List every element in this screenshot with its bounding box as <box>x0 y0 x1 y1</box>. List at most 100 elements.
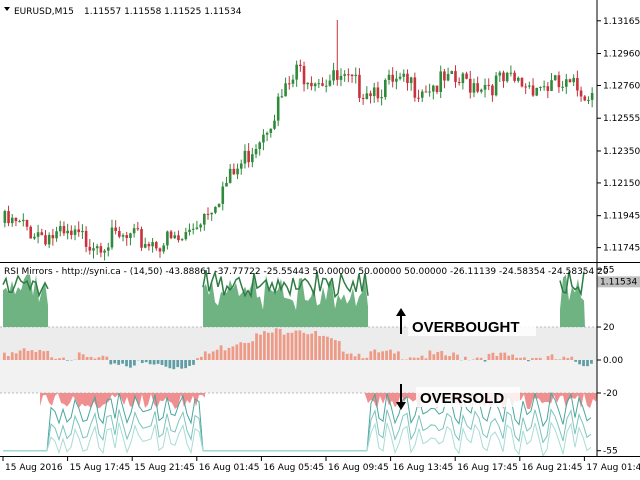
histogram-bar <box>117 360 121 365</box>
candle-body <box>254 149 258 155</box>
histogram-bar <box>270 332 274 360</box>
candle-body <box>424 91 428 93</box>
mirror-line <box>3 421 592 457</box>
price-tick-label: 1.11745 <box>603 244 640 254</box>
histogram-bar <box>54 358 57 360</box>
candle-body <box>225 182 228 187</box>
candle-body <box>77 229 81 233</box>
histogram-bar <box>286 332 290 360</box>
histogram-bar <box>444 355 448 360</box>
candle-body <box>590 93 594 100</box>
histogram-bar <box>266 332 270 360</box>
histogram-bar <box>255 333 258 360</box>
candle-body <box>206 213 210 215</box>
candle-body <box>561 86 564 88</box>
histogram-bar <box>192 360 195 365</box>
candle-body <box>62 226 66 234</box>
histogram-bar <box>471 359 475 360</box>
indicator-pane[interactable]: RSI Mirrors - http://syni.ca - (14,50) -… <box>0 263 609 457</box>
histogram-bar <box>247 342 251 360</box>
candle-body <box>154 242 158 249</box>
histogram-bar <box>22 348 26 360</box>
histogram-bar <box>200 356 203 360</box>
candle-body <box>572 77 575 83</box>
candle-body <box>457 81 461 84</box>
candle-body <box>132 228 136 234</box>
time-tick-label: 15 Aug 2016 <box>5 463 63 473</box>
histogram-bar <box>590 360 593 364</box>
candle-body <box>406 73 409 84</box>
histogram-bar <box>408 357 412 360</box>
histogram-bar <box>527 360 530 362</box>
histogram-bar <box>113 360 117 364</box>
candle-body <box>332 70 335 81</box>
chart-menu-icon[interactable] <box>4 7 10 11</box>
histogram-bar <box>203 351 207 360</box>
candle-body <box>265 132 269 135</box>
candle-body <box>461 73 465 84</box>
candle-body <box>44 235 47 245</box>
candle-body <box>276 96 280 121</box>
histogram-bar <box>475 357 479 360</box>
histogram-bar <box>101 355 105 360</box>
candle-body <box>36 232 40 237</box>
histogram-bar <box>109 360 113 365</box>
histogram-bar <box>416 357 420 360</box>
candle-body <box>195 227 199 229</box>
histogram-bar <box>125 360 128 367</box>
time-tick-label: 16 Aug 01:45 <box>199 463 260 473</box>
indicator-tick-label: 20 <box>603 323 615 333</box>
histogram-bar <box>235 344 239 360</box>
histogram-bar <box>530 358 534 360</box>
histogram-bar <box>14 353 18 360</box>
candle-body <box>140 229 143 248</box>
candle-body <box>158 248 162 252</box>
histogram-bar <box>546 356 550 360</box>
candle-body <box>55 231 58 239</box>
candle-body <box>151 242 154 247</box>
histogram-bar <box>578 360 581 365</box>
candle-body <box>166 231 169 246</box>
candle-body <box>550 80 553 91</box>
candle-body <box>343 74 346 76</box>
histogram-bar <box>389 349 392 360</box>
candle-body <box>210 212 213 215</box>
candle-body <box>106 247 110 251</box>
histogram-bar <box>211 351 215 360</box>
histogram-bar <box>34 351 38 360</box>
candle-body <box>398 76 402 79</box>
candle-body <box>3 211 7 223</box>
histogram-bar <box>550 354 554 360</box>
candle-body <box>262 134 265 143</box>
histogram-bar <box>420 355 424 360</box>
histogram-bar <box>164 360 168 367</box>
candle-body <box>376 87 380 99</box>
histogram-bar <box>282 334 286 360</box>
candle-body <box>188 229 191 233</box>
candle-body <box>531 85 535 96</box>
histogram-bar <box>50 357 54 360</box>
candle-body <box>384 79 387 98</box>
candle-body <box>369 93 372 97</box>
histogram-bar <box>184 360 187 369</box>
candle-body <box>169 231 173 239</box>
histogram-bar <box>322 335 325 360</box>
candle-body <box>291 79 295 84</box>
price-pane[interactable]: EURUSD,M15 1.11557 1.11558 1.11525 1.115… <box>0 0 597 262</box>
candle-body <box>232 168 236 175</box>
candle-body <box>409 77 413 84</box>
histogram-bar <box>298 330 302 360</box>
candle-body <box>420 91 424 98</box>
histogram-bar <box>432 354 436 360</box>
candle-body <box>47 234 51 245</box>
candle-body <box>92 248 95 251</box>
candle-body <box>380 97 383 99</box>
price-axis[interactable]: 1.13165 1.12960 1.12760 1.12555 1.12350 1.121… <box>596 0 640 288</box>
time-axis[interactable]: 15 Aug 2016 15 Aug 17:45 15 Aug 21:45 16 Au… <box>0 456 640 473</box>
candle-body <box>354 74 358 77</box>
histogram-bar <box>207 353 211 360</box>
candle-body <box>476 83 479 92</box>
candle-body <box>358 74 361 98</box>
histogram-bar <box>129 360 132 368</box>
indicator-axis[interactable]: 55 20 0.00 -20 -55 <box>596 263 623 457</box>
